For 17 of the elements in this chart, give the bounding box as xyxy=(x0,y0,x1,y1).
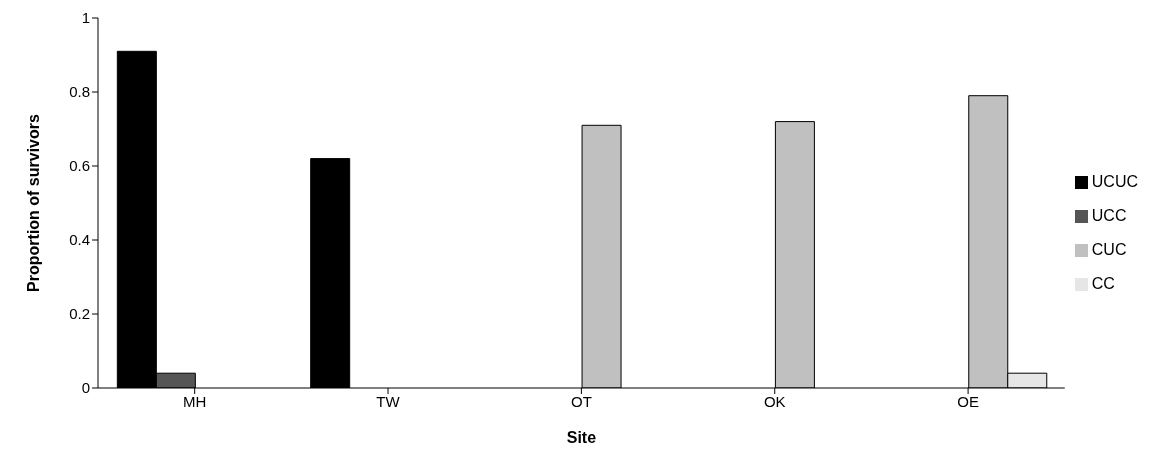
legend-label: UCUC xyxy=(1091,173,1138,190)
legend-label: CC xyxy=(1091,275,1115,292)
y-tick-label: 0.4 xyxy=(69,231,90,249)
y-tick-label: 1 xyxy=(81,9,90,27)
legend-label: CUC xyxy=(1091,241,1127,258)
y-tick-label: 0 xyxy=(81,379,90,397)
x-axis-title: Site xyxy=(566,429,597,446)
y-tick-label: 0.8 xyxy=(69,83,90,101)
x-tick-label: OE xyxy=(957,392,979,410)
x-tick-label: OT xyxy=(570,392,592,410)
legend-label: UCC xyxy=(1091,207,1127,224)
y-tick-label: 0.2 xyxy=(69,305,90,323)
x-tick-label: TW xyxy=(376,392,401,410)
y-tick-label: 0.6 xyxy=(69,157,90,175)
y-axis-title: Proportion of survivors xyxy=(24,114,42,292)
x-tick-label: MH xyxy=(183,392,207,410)
x-tick-label: OK xyxy=(763,392,786,410)
